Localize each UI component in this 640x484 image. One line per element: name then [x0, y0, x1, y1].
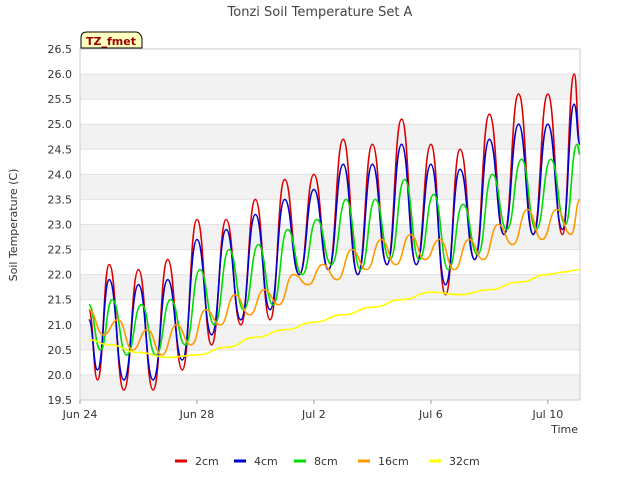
- x-tick-label: Jun 24: [62, 408, 98, 421]
- y-tick-label: 21.5: [48, 294, 73, 307]
- legend-item-2cm: 2cm: [175, 455, 219, 468]
- x-tick-label: Jun 28: [179, 408, 215, 421]
- plot-frame: [79, 48, 581, 401]
- y-tick-label: 23.0: [48, 219, 73, 232]
- grid-band: [80, 224, 580, 250]
- x-tick-label: Jul 2: [301, 408, 326, 421]
- x-axis-label: Time: [550, 423, 578, 436]
- legend-item-16cm: 16cm: [358, 455, 409, 468]
- y-tick-label: 22.5: [48, 244, 73, 257]
- y-axis-label: Soil Temperature (C): [7, 169, 20, 282]
- y-tick-label: 26.5: [48, 43, 73, 56]
- series-line-8cm: [88, 143, 581, 356]
- legend-label: 4cm: [254, 455, 278, 468]
- grid-band: [80, 274, 580, 300]
- gridlines: [80, 48, 580, 401]
- y-axis-ticks: 19.5 20.0 20.5 21.0 21.5 22.0 22.5 23.0 23.5 24.0…: [48, 43, 73, 407]
- grid-bands: [80, 74, 580, 400]
- site-badge: TZ_fmet: [80, 31, 143, 49]
- series-line-16cm: [88, 198, 581, 356]
- x-tick-label: Jul 6: [418, 408, 443, 421]
- y-tick-label: 24.0: [48, 168, 73, 181]
- grid-band: [80, 174, 580, 200]
- y-tick-label: 20.0: [48, 369, 73, 382]
- grid-band: [80, 374, 580, 400]
- y-tick-label: 21.0: [48, 319, 73, 332]
- y-tick-label: 19.5: [48, 394, 73, 407]
- y-tick-label: 24.5: [48, 143, 73, 156]
- legend: 2cm 4cm 8cm 16cm 32cm: [175, 455, 480, 468]
- series-line-32cm: [88, 268, 581, 359]
- series-lines: [88, 73, 581, 391]
- series-line-4cm: [88, 103, 581, 381]
- x-axis-ticks: Jun 24 Jun 28 Jul 2 Jul 6 Jul 10: [62, 400, 563, 421]
- y-tick-label: 26.0: [48, 68, 73, 81]
- y-tick-label: 23.5: [48, 193, 73, 206]
- legend-label: 32cm: [449, 455, 480, 468]
- legend-label: 2cm: [195, 455, 219, 468]
- grid-band: [80, 124, 580, 150]
- legend-label: 8cm: [314, 455, 338, 468]
- legend-label: 16cm: [378, 455, 409, 468]
- y-tick-label: 25.5: [48, 93, 73, 106]
- legend-item-4cm: 4cm: [234, 455, 278, 468]
- y-tick-label: 25.0: [48, 118, 73, 131]
- y-tick-label: 20.5: [48, 344, 73, 357]
- legend-item-8cm: 8cm: [294, 455, 338, 468]
- badge-label: TZ_fmet: [86, 35, 136, 48]
- legend-item-32cm: 32cm: [429, 455, 480, 468]
- grid-band: [80, 74, 580, 100]
- badge-box: [80, 31, 143, 49]
- chart-title: Tonzi Soil Temperature Set A: [227, 5, 413, 20]
- x-tick-label: Jul 10: [531, 408, 563, 421]
- y-tick-label: 22.0: [48, 269, 73, 282]
